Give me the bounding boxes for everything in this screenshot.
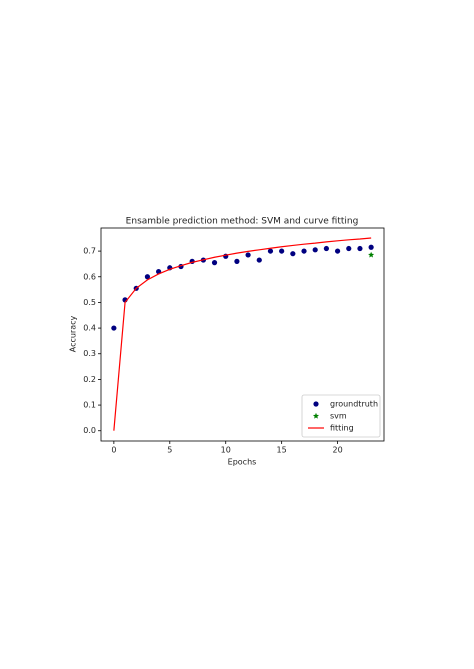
y-tick-label: 0.2: [83, 375, 96, 384]
plot-frame: [100, 227, 385, 442]
point: [312, 247, 318, 253]
point: [111, 325, 117, 331]
point: [290, 251, 296, 257]
point: [267, 248, 274, 254]
legend-label: fitting: [330, 424, 354, 433]
point: [245, 252, 251, 258]
x-axis-label: Epochs: [228, 458, 257, 467]
point: [301, 248, 307, 254]
x-tick-label: 5: [167, 446, 172, 455]
point: [144, 274, 151, 280]
point: [256, 257, 262, 263]
y-tick-label: 0.3: [83, 349, 96, 358]
y-tick-label: 0.1: [83, 401, 96, 410]
x-tick-label: 10: [221, 446, 231, 455]
y-tick-label: 0.4: [83, 324, 96, 333]
legend-swatch: [313, 401, 319, 407]
point: [334, 248, 341, 254]
point: [368, 251, 375, 258]
legend-label: groundtruth: [330, 400, 378, 409]
line: [113, 237, 372, 431]
y-tick-label: 0.0: [83, 426, 96, 435]
point: [346, 245, 352, 252]
x-tick-label: 0: [111, 446, 116, 455]
x-tick-label: 20: [332, 446, 342, 455]
point: [323, 245, 329, 252]
y-axis-label: Accuracy: [69, 315, 78, 352]
y-tick-label: 0.5: [83, 298, 96, 307]
point: [357, 245, 363, 252]
legend-swatch: [312, 412, 320, 419]
legend-box: [301, 394, 381, 438]
y-tick-label: 0.7: [83, 247, 96, 256]
legend-label: svm: [330, 412, 347, 421]
x-tick-label: 15: [277, 446, 287, 455]
point: [234, 258, 240, 264]
y-tick-label: 0.6: [83, 272, 96, 281]
point: [368, 244, 374, 250]
chart-title: Ensamble prediction method: SVM and curv…: [126, 217, 359, 227]
point: [279, 248, 285, 254]
point: [211, 260, 218, 266]
